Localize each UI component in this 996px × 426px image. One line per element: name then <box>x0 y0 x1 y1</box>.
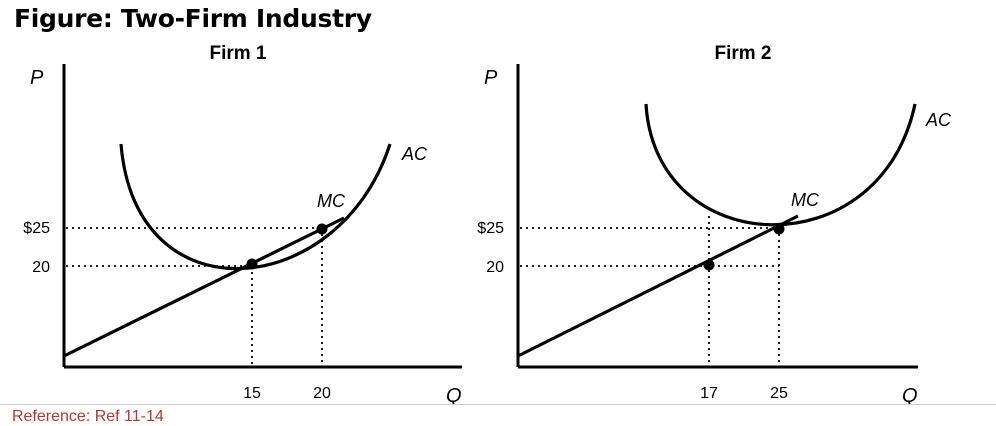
reference-note: Reference: Ref 11-14 <box>12 408 164 425</box>
mc-curve <box>63 216 345 358</box>
price-tick-20: 20 <box>486 259 504 276</box>
quantity-axis-label: Q <box>902 385 918 404</box>
ac-curve <box>644 103 917 227</box>
panel-firm-2: Firm 2 P Q $25 20 17 25 AC MC <box>477 43 952 404</box>
two-firm-diagram: Firm 1 P Q $25 20 15 20 AC MC Firm 2 P Q <box>23 43 952 404</box>
price-tick-25: $25 <box>23 220 50 237</box>
quantity-tick-15: 15 <box>243 385 261 402</box>
quantity-axis-label: Q <box>446 385 462 404</box>
mc-ac-intersection-point <box>773 223 785 235</box>
mc-curve <box>517 214 799 358</box>
price-tick-25: $25 <box>477 220 504 237</box>
ac-label: AC <box>925 110 952 130</box>
mc-label: MC <box>791 190 820 210</box>
mc-label: MC <box>317 191 346 211</box>
figure-title: Figure: Two-Firm Industry <box>14 4 372 33</box>
panel-title: Firm 1 <box>209 43 266 64</box>
mc-ac-intersection-point <box>246 258 258 270</box>
price-axis-label: P <box>30 67 44 89</box>
price-tick-20: 20 <box>32 259 50 276</box>
mc-price-20-point <box>703 259 715 271</box>
quantity-tick-17: 17 <box>700 385 718 402</box>
footer-divider <box>0 404 996 405</box>
ac-label: AC <box>401 144 428 164</box>
panel-firm-1: Firm 1 P Q $25 20 15 20 AC MC <box>23 43 462 404</box>
quantity-tick-25: 25 <box>770 385 788 402</box>
quantity-tick-20: 20 <box>313 385 331 402</box>
ac-curve <box>119 143 392 271</box>
mc-price-25-point <box>316 223 328 235</box>
price-axis-label: P <box>484 67 498 89</box>
panel-title: Firm 2 <box>714 43 771 64</box>
